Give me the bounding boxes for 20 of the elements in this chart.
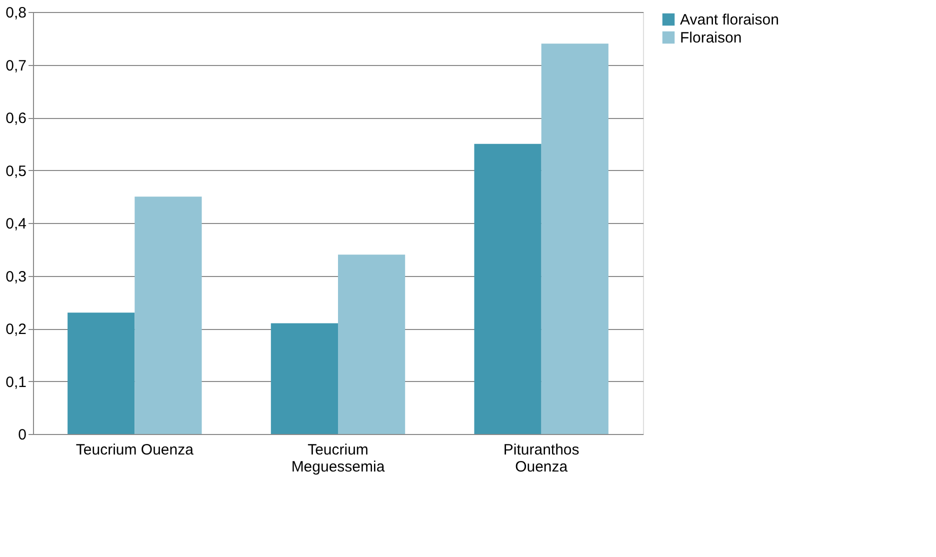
bar <box>541 44 608 434</box>
y-tick-label: 0,3 <box>6 268 26 286</box>
bar <box>134 196 202 434</box>
y-tick-label: 0,7 <box>6 57 26 74</box>
x-tick-label: Teucrium Ouenza <box>76 442 194 458</box>
x-tick-label: Teucrium Meguessemia <box>291 442 386 476</box>
y-tick-label: 0,2 <box>6 321 26 338</box>
bar <box>270 323 338 434</box>
y-tick-label: 0,1 <box>6 374 26 391</box>
bar <box>474 144 542 434</box>
legend-label: Floraison <box>680 30 742 46</box>
x-tick-label: Pituranthos Ouenza <box>503 442 580 476</box>
y-tick-label: 0,5 <box>6 162 26 180</box>
y-tick-label: 0,4 <box>6 216 26 232</box>
bar <box>338 254 406 434</box>
bar <box>68 312 135 434</box>
y-tick-label: 0,8 <box>6 4 26 22</box>
y-tick-label: 0 <box>18 426 26 444</box>
legend-label: Avant floraison <box>680 12 779 28</box>
y-tick-label: 0,6 <box>6 110 26 127</box>
